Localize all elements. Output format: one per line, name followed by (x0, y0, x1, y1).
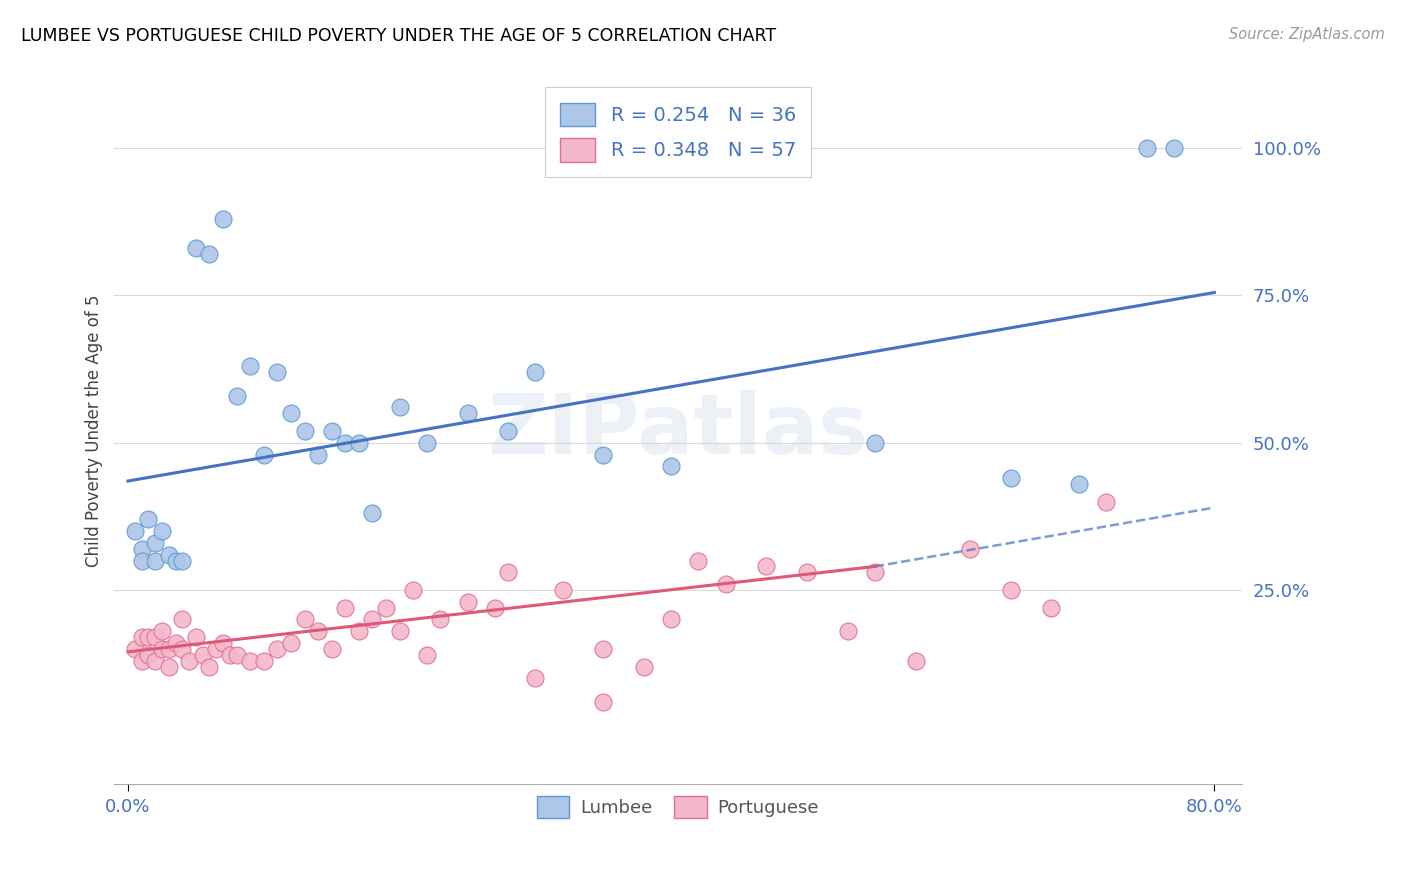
Point (218, 648, 240, 662)
Point (157, 641, 180, 656)
Point (253, 654, 276, 668)
Text: Source: ZipAtlas.com: Source: ZipAtlas.com (1229, 27, 1385, 42)
Point (524, 672, 547, 686)
Point (904, 654, 927, 668)
Point (1135, 141, 1157, 155)
Point (172, 641, 194, 656)
Point (1067, 477, 1090, 491)
Point (375, 600, 398, 615)
Point (253, 448, 276, 462)
Point (239, 654, 262, 668)
Point (143, 654, 166, 668)
Point (165, 636, 187, 650)
Point (225, 388, 247, 402)
Point (347, 435, 370, 450)
Point (198, 247, 221, 261)
Point (959, 541, 981, 556)
Point (131, 654, 153, 668)
Point (361, 507, 384, 521)
Point (714, 577, 737, 591)
Point (659, 459, 682, 474)
Point (177, 654, 200, 668)
Point (1040, 600, 1063, 615)
Point (688, 553, 710, 567)
Point (457, 406, 479, 420)
Point (138, 648, 160, 662)
Point (551, 582, 574, 597)
Point (205, 641, 228, 656)
Text: LUMBEE VS PORTUGUESE CHILD POVERTY UNDER THE AGE OF 5 CORRELATION CHART: LUMBEE VS PORTUGUESE CHILD POVERTY UNDER… (21, 27, 776, 45)
Point (457, 595, 479, 609)
Point (294, 612, 316, 626)
Point (138, 630, 160, 644)
Point (659, 612, 682, 626)
Point (863, 566, 886, 580)
Point (1094, 494, 1116, 508)
Point (429, 612, 451, 626)
Point (225, 648, 247, 662)
Point (184, 630, 207, 644)
Point (150, 641, 173, 656)
Point (592, 695, 614, 709)
Point (138, 512, 160, 526)
Point (307, 448, 329, 462)
Point (280, 406, 302, 420)
Point (280, 636, 302, 650)
Point (143, 630, 166, 644)
Point (388, 624, 411, 639)
Point (143, 536, 166, 550)
Point (592, 448, 614, 462)
Point (416, 648, 439, 662)
Point (131, 553, 153, 567)
Point (239, 359, 262, 373)
Point (212, 636, 235, 650)
Point (143, 553, 166, 567)
Point (157, 548, 180, 562)
Point (1163, 141, 1185, 155)
Point (592, 641, 614, 656)
Point (191, 648, 214, 662)
Point (294, 424, 316, 438)
Point (124, 524, 146, 538)
Point (321, 424, 343, 438)
Point (165, 553, 187, 567)
Point (266, 641, 288, 656)
Legend: Lumbee, Portuguese: Lumbee, Portuguese (530, 789, 827, 825)
Point (484, 600, 506, 615)
Point (212, 211, 235, 226)
Point (335, 435, 357, 450)
Point (496, 566, 519, 580)
Point (402, 582, 425, 597)
Point (198, 659, 221, 673)
Point (184, 241, 207, 255)
Y-axis label: Child Poverty Under the Age of 5: Child Poverty Under the Age of 5 (86, 294, 103, 567)
Point (755, 559, 778, 574)
Point (131, 541, 153, 556)
Point (796, 566, 818, 580)
Point (1000, 582, 1022, 597)
Point (335, 600, 357, 615)
Point (496, 424, 519, 438)
Point (266, 365, 288, 379)
Point (150, 524, 173, 538)
Point (131, 630, 153, 644)
Point (863, 435, 886, 450)
Point (416, 435, 439, 450)
Point (157, 659, 180, 673)
Text: ZIPatlas: ZIPatlas (488, 391, 869, 472)
Point (124, 641, 146, 656)
Point (633, 659, 655, 673)
Point (347, 624, 370, 639)
Point (172, 612, 194, 626)
Point (388, 401, 411, 415)
Point (361, 612, 384, 626)
Point (321, 641, 343, 656)
Point (307, 624, 329, 639)
Point (172, 553, 194, 567)
Point (150, 624, 173, 639)
Point (524, 365, 547, 379)
Point (837, 624, 859, 639)
Point (1000, 471, 1022, 485)
